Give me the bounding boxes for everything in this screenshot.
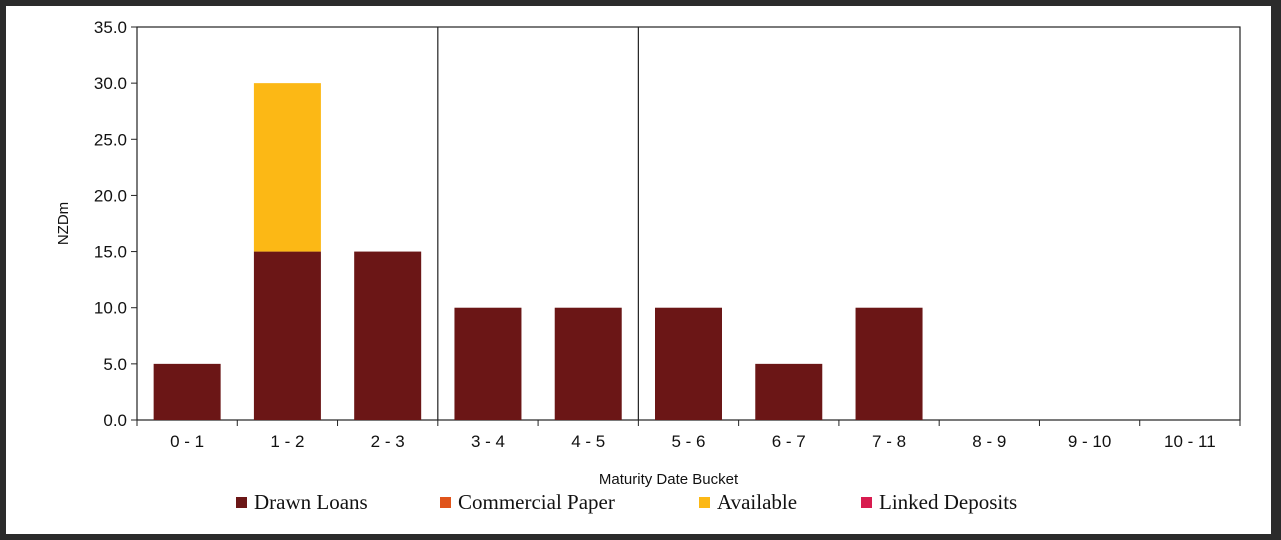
x-axis-title: Maturity Date Bucket	[599, 471, 739, 488]
legend: Drawn Loans Commercial Paper Available Link…	[236, 490, 1017, 514]
x-tick-label: 10 - 11	[1164, 432, 1216, 451]
y-tick-label: 25.0	[94, 130, 127, 149]
legend-swatch	[861, 497, 872, 508]
bar-drawn-loans	[454, 307, 522, 420]
legend-swatch	[440, 497, 451, 508]
legend-swatch	[236, 497, 247, 508]
tick-labels: 0.0 5.0 10.0 15.0 20.0 25.0 30.0 35.0 0 - 1 1 - 2…	[94, 18, 1241, 451]
y-tick-label: 35.0	[94, 18, 127, 37]
x-tick-label: 6 - 7	[772, 432, 806, 451]
y-tick-label: 5.0	[103, 355, 127, 374]
bar-drawn-loans	[655, 307, 722, 420]
y-tick-label: 10.0	[94, 299, 127, 318]
x-tick-label: 2 - 3	[371, 432, 405, 451]
legend-label: Drawn Loans	[254, 490, 368, 514]
legend-label: Available	[717, 490, 797, 514]
x-tick-label: 7 - 8	[872, 432, 906, 451]
y-axis-title: NZDm	[55, 202, 72, 245]
y-tick-label: 30.0	[94, 74, 127, 93]
bar-drawn-loans	[253, 251, 321, 420]
bar-drawn-loans	[554, 307, 622, 420]
x-tick-label: 9 - 10	[1068, 432, 1111, 451]
y-tick-label: 15.0	[94, 243, 127, 262]
legend-label: Commercial Paper	[458, 490, 615, 514]
bars	[153, 83, 923, 420]
x-tick-label: 1 - 2	[270, 432, 304, 451]
legend-label: Linked Deposits	[879, 490, 1017, 514]
bar-drawn-loans	[354, 251, 422, 420]
legend-swatch	[699, 497, 710, 508]
bar-drawn-loans	[153, 363, 221, 420]
x-tick-label: 0 - 1	[170, 432, 204, 451]
x-tick-label: 3 - 4	[471, 432, 505, 451]
x-tick-label: 8 - 9	[972, 432, 1006, 451]
bar-drawn-loans	[755, 363, 823, 420]
x-tick-label: 4 - 5	[571, 432, 605, 451]
y-tick-label: 0.0	[103, 411, 127, 430]
bar-drawn-loans	[855, 307, 923, 420]
x-tick-label: 5 - 6	[671, 432, 705, 451]
y-tick-label: 20.0	[94, 186, 127, 205]
bar-available	[253, 83, 321, 252]
